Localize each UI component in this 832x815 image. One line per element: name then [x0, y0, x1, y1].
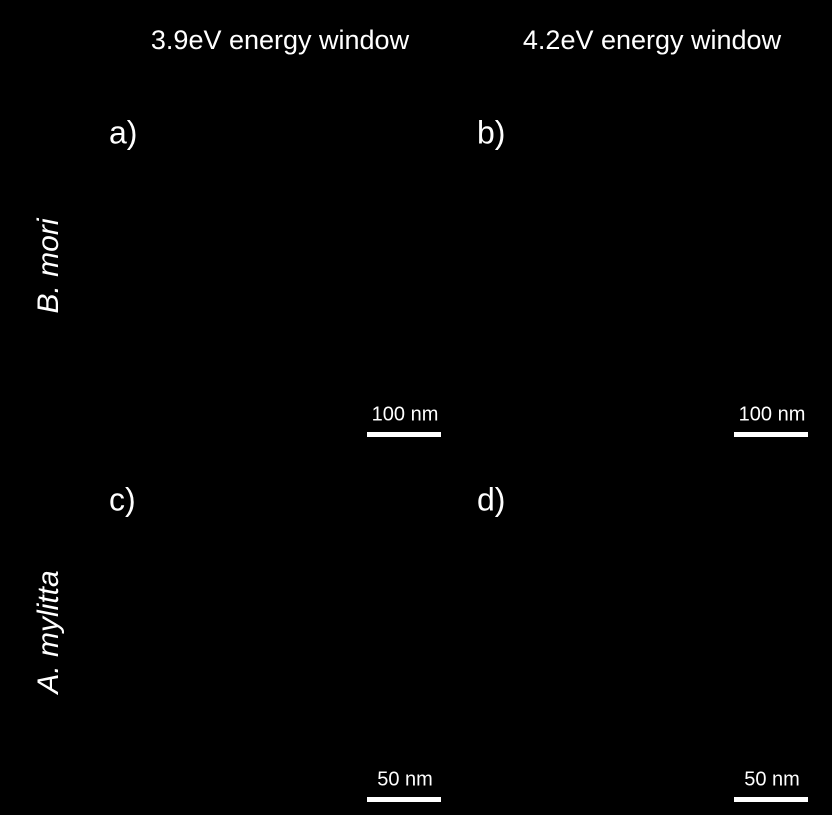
- column-header: 3.9eV energy window: [151, 25, 410, 55]
- row-label: B. mori: [32, 217, 65, 313]
- panel-label: c): [109, 481, 136, 517]
- row-label: A. mylitta: [32, 570, 65, 695]
- panel-label: d): [477, 481, 505, 517]
- panel-label: b): [477, 114, 505, 150]
- scale-bar-label: 100 nm: [372, 403, 439, 425]
- column-header: 4.2eV energy window: [523, 25, 782, 55]
- scale-bar-label: 50 nm: [377, 768, 433, 790]
- figure: 3.9eV energy window 4.2eV energy window …: [0, 0, 832, 815]
- scale-bar-label: 50 nm: [744, 768, 800, 790]
- scale-bar-label: 100 nm: [739, 403, 806, 425]
- scale-bar: [734, 797, 808, 802]
- scale-bar: [734, 432, 808, 437]
- scale-bar: [367, 432, 441, 437]
- panel-label: a): [109, 114, 137, 150]
- scale-bar: [367, 797, 441, 802]
- page: 3.9eV energy window 4.2eV energy window …: [0, 0, 832, 815]
